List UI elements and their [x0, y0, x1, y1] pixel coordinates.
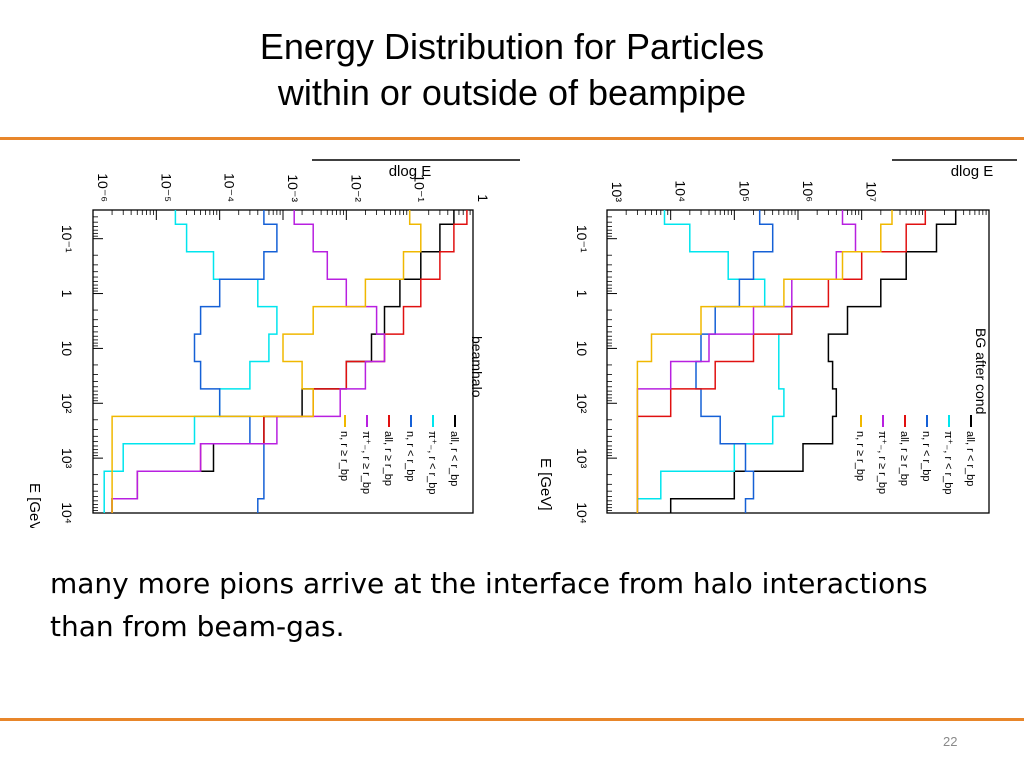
legend-label-pions-r-ge-r-bp: π⁺₋, r ≥ r_bp [876, 431, 888, 494]
series-line-n-r-ge-r-bp [111, 210, 422, 513]
legend-label-pions-r-lt-r-bp: π⁺₋, r < r_bp [426, 431, 438, 495]
beam-gas-chart: dlog E 10³ 10⁴ 10⁵ 10⁶ 10⁷ 10⁻¹ 1 10 10² 10³ 10⁴ E [… [537, 159, 1017, 524]
y-tick-label: 10⁷ [864, 181, 880, 202]
x-tick-label: 10³ [574, 448, 590, 469]
slide-title-line-2: within or outside of beampipe [277, 72, 747, 113]
legend-label-pions-r-ge-r-bp: π⁺₋, r ≥ r_bp [360, 431, 372, 494]
footer-divider [0, 718, 1024, 721]
series-line-pions-r-ge-r-bp [111, 210, 386, 513]
y-tick-label: 10⁻³ [285, 174, 301, 202]
x-tick-label: 10 [59, 341, 75, 357]
x-tick-label: 10² [59, 393, 75, 414]
chart-annotation: beamhalo [469, 336, 485, 398]
x-tick-label: 10 [574, 341, 590, 357]
y-tick-label: 10⁴ [673, 180, 689, 202]
x-tick-label: 1 [574, 290, 590, 298]
y-tick-label: 10⁻⁵ [158, 173, 174, 202]
y-tick-label: 10⁶ [800, 181, 816, 202]
y-tick-label: 10⁻¹ [412, 174, 428, 202]
y-tick-label: 1 [475, 194, 491, 202]
x-tick-label: 10⁻¹ [59, 225, 75, 253]
legend-label-all-r-lt-r-bp: all, r < r_bp [964, 431, 976, 486]
x-tick-label: 1 [59, 290, 75, 298]
x-axis-title: E [GeV] [537, 458, 554, 511]
page-number: 22 [943, 734, 958, 749]
slide-title-line-1: Energy Distribution for Particles [259, 26, 765, 67]
series-line-n-r-ge-r-bp [636, 210, 893, 513]
legend-label-all-r-ge-r-bp: all, r ≥ r_bp [898, 431, 910, 486]
legend-label-all-r-lt-r-bp: all, r < r_bp [448, 431, 460, 486]
slide-title: Energy Distribution for Particles within… [0, 24, 1024, 116]
legend-label-pions-r-lt-r-bp: π⁺₋, r < r_bp [942, 431, 954, 495]
x-axis-title: E [GeV] [26, 483, 43, 528]
y-tick-label: 10⁻⁴ [222, 173, 238, 202]
beamhalo-chart: dlog E 10⁻⁶ 10⁻⁵ 10⁻⁴ 10⁻³ 10⁻² 10⁻¹ 1 10⁻¹ 1 10 10… [26, 159, 520, 528]
x-tick-label: 10² [574, 393, 590, 414]
legend-label-n-r-ge-r-bp: n, r ≥ r_bp [338, 431, 350, 481]
x-tick-label: 10⁴ [574, 502, 590, 524]
title-divider [0, 137, 1024, 140]
x-tick-label: 10⁴ [59, 502, 75, 524]
series-line-pions-r-lt-r-bp [103, 210, 278, 513]
legend-label-all-r-ge-r-bp: all, r ≥ r_bp [382, 431, 394, 486]
y-axis-title: dlog E [951, 163, 994, 180]
slide-body-text: many more pions arrive at the interface … [50, 567, 928, 643]
x-tick-label: 10³ [59, 448, 75, 469]
y-tick-label: 10⁻⁶ [95, 173, 111, 202]
legend-label-n-r-lt-r-bp: n, r < r_bp [404, 431, 416, 481]
series-line-all-r-lt-r-bp [669, 210, 957, 513]
x-tick-label: 10⁻¹ [574, 225, 590, 253]
y-tick-label: 10⁵ [736, 181, 752, 202]
chart-annotation: BG after cond [973, 328, 989, 414]
legend-label-n-r-ge-r-bp: n, r ≥ r_bp [854, 431, 866, 481]
series-line-pions-r-lt-r-bp [636, 210, 793, 513]
y-tick-label: 10⁻² [348, 174, 364, 202]
legend-label-n-r-lt-r-bp: n, r < r_bp [920, 431, 932, 481]
series-line-n-r-lt-r-bp [193, 210, 278, 513]
y-axis-title: dlog E [389, 163, 432, 180]
y-tick-label: 10³ [609, 182, 625, 203]
